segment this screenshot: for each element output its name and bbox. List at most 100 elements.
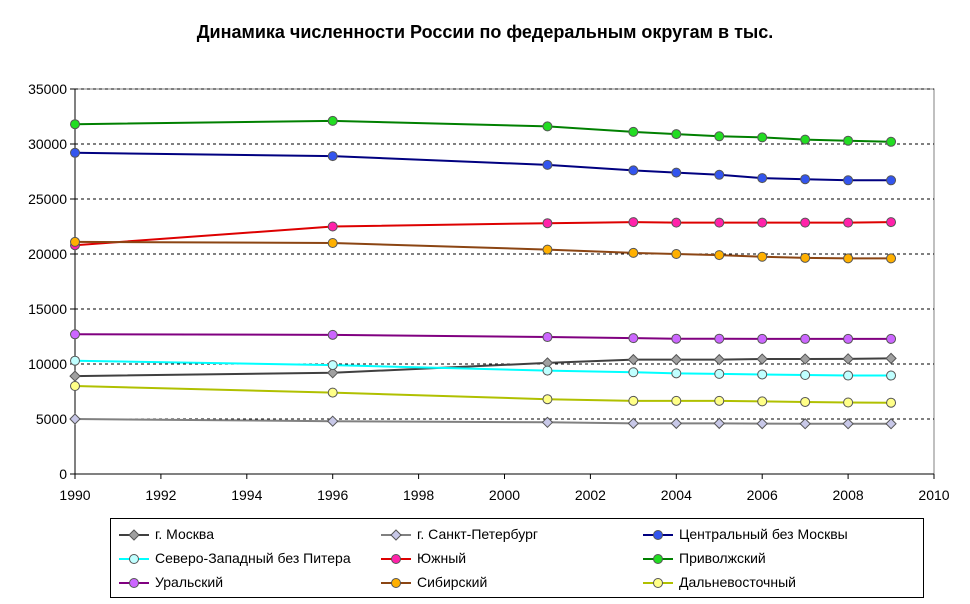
data-point-1-7 xyxy=(799,418,811,430)
data-point-0-9 xyxy=(885,352,897,365)
data-point-2-0 xyxy=(70,147,80,158)
y-tick-label: 15000 xyxy=(28,301,67,317)
legend-label: г. Москва xyxy=(155,526,214,542)
legend-swatch xyxy=(381,554,411,564)
data-point-1-4 xyxy=(670,417,683,430)
data-point-1-8 xyxy=(842,418,854,430)
data-point-6-4 xyxy=(671,333,682,344)
data-point-3-7 xyxy=(800,370,811,380)
data-point-5-1 xyxy=(327,115,338,126)
data-point-7-0 xyxy=(70,236,80,247)
data-point-3-8 xyxy=(843,370,854,381)
data-point-2-1 xyxy=(327,151,338,162)
data-point-3-5 xyxy=(714,368,725,379)
data-point-7-3 xyxy=(628,247,639,258)
y-tick-label: 25000 xyxy=(28,191,67,207)
x-tick-label: 1996 xyxy=(317,487,348,503)
data-point-5-8 xyxy=(843,135,854,146)
data-point-6-0 xyxy=(70,329,80,340)
x-tick-label: 2008 xyxy=(833,487,864,503)
data-point-8-0 xyxy=(70,381,80,391)
data-point-8-6 xyxy=(757,396,768,407)
data-point-5-2 xyxy=(542,121,553,132)
legend-label: г. Санкт-Петербург xyxy=(417,526,538,542)
y-tick-label: 20000 xyxy=(28,246,67,262)
series-line-6 xyxy=(74,333,892,340)
x-tick-label: 2000 xyxy=(489,487,520,503)
data-point-3-0 xyxy=(70,355,80,366)
legend-label: Уральский xyxy=(155,574,224,590)
plot-frame xyxy=(74,88,935,475)
data-point-0-8 xyxy=(842,353,854,365)
series-line-1 xyxy=(74,418,892,425)
x-tick-label: 2010 xyxy=(918,487,949,503)
legend-marker xyxy=(129,554,139,564)
series-line-2 xyxy=(74,151,892,182)
x-tick-label: 2002 xyxy=(575,487,606,503)
data-point-8-8 xyxy=(843,397,854,408)
data-point-8-2 xyxy=(542,394,553,405)
data-point-4-1 xyxy=(327,221,338,232)
legend-marker xyxy=(129,578,139,588)
legend-swatch xyxy=(643,578,673,588)
data-point-6-1 xyxy=(327,329,338,340)
legend-label: Дальневосточный xyxy=(679,574,796,590)
data-point-3-9 xyxy=(886,370,897,381)
data-point-4-6 xyxy=(757,217,768,228)
data-point-2-9 xyxy=(886,175,897,186)
data-point-2-8 xyxy=(843,175,854,186)
x-tick-label: 2006 xyxy=(747,487,778,503)
legend-marker xyxy=(653,554,663,564)
data-point-4-7 xyxy=(800,217,811,228)
data-point-4-2 xyxy=(542,218,553,229)
legend-swatch xyxy=(119,578,149,588)
data-point-6-8 xyxy=(843,333,854,344)
data-point-1-0 xyxy=(69,413,81,425)
data-point-1-3 xyxy=(627,417,640,430)
legend-label: Южный xyxy=(417,550,467,566)
data-point-6-7 xyxy=(800,333,811,344)
legend-swatch xyxy=(119,554,149,564)
series-line-3 xyxy=(74,359,892,377)
plot-area: 0 5000 10000 15000 20000 25000 30000 35000 1990 1… xyxy=(28,81,950,503)
data-point-7-6 xyxy=(757,251,768,262)
chart-title: Динамика численности России по федеральн… xyxy=(196,22,774,42)
data-point-6-2 xyxy=(542,332,553,343)
data-point-1-2 xyxy=(541,416,554,429)
data-point-8-7 xyxy=(800,396,811,407)
data-point-0-7 xyxy=(799,353,811,365)
data-point-1-1 xyxy=(326,415,339,427)
data-point-0-6 xyxy=(756,353,768,365)
y-tick-label: 5000 xyxy=(36,411,67,427)
data-point-7-4 xyxy=(671,249,682,259)
data-point-0-5 xyxy=(713,353,725,366)
data-point-4-9 xyxy=(886,217,897,228)
data-point-8-9 xyxy=(886,397,897,408)
data-point-2-2 xyxy=(542,159,553,170)
data-point-1-5 xyxy=(713,417,725,430)
data-point-7-8 xyxy=(843,253,854,264)
data-point-6-3 xyxy=(628,333,639,344)
series-line-7 xyxy=(74,240,892,260)
legend-marker xyxy=(653,530,663,540)
data-point-8-4 xyxy=(671,395,682,406)
legend-label: Северо-Западный без Питера xyxy=(155,550,351,566)
x-tick-label: 1990 xyxy=(59,487,90,503)
x-tick-label: 1992 xyxy=(145,487,176,503)
data-point-4-5 xyxy=(714,217,725,228)
x-tick-label: 1998 xyxy=(403,487,434,503)
data-point-7-1 xyxy=(327,238,338,248)
data-point-2-3 xyxy=(628,165,639,176)
data-point-0-4 xyxy=(670,353,683,366)
series-line-0 xyxy=(74,357,892,378)
series-line-5 xyxy=(74,119,892,143)
legend-marker xyxy=(390,529,402,541)
data-point-3-1 xyxy=(327,360,338,371)
data-point-4-4 xyxy=(671,217,682,228)
data-point-8-3 xyxy=(628,395,639,406)
legend-label: Центральный без Москвы xyxy=(679,526,848,542)
data-point-4-3 xyxy=(628,217,639,228)
data-point-8-1 xyxy=(327,387,338,398)
data-point-2-6 xyxy=(757,173,768,184)
data-point-6-9 xyxy=(886,333,897,344)
